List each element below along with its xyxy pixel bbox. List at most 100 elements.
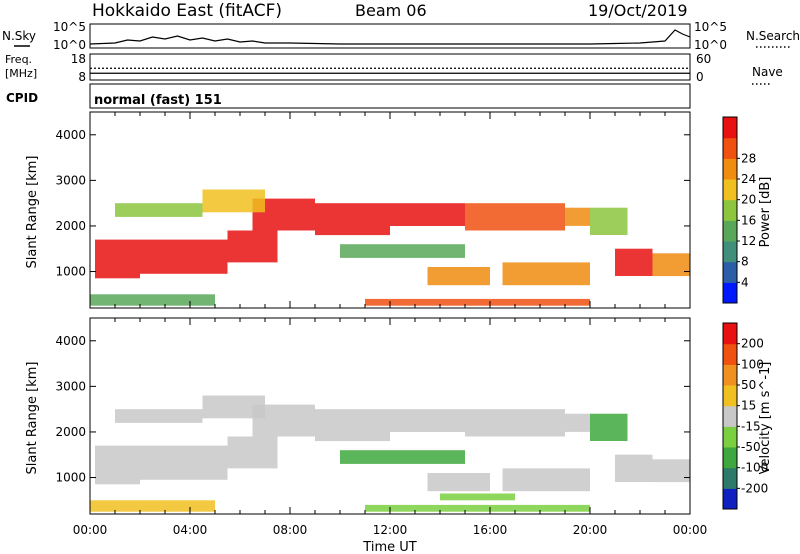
colorbar-segment	[723, 179, 737, 201]
heatmap-band	[427, 267, 490, 286]
colorbar-tick-label: -50	[741, 440, 761, 454]
noise-right-tick-top: 10^5	[694, 20, 727, 34]
heatmap-band	[502, 262, 590, 286]
colorbar-segment	[723, 137, 737, 159]
x-tick-label: 00:00	[673, 523, 708, 537]
colorbar-tick-label: 16	[741, 213, 756, 227]
freq-tick-bottom: 8	[78, 70, 86, 84]
colorbar-segment	[723, 199, 737, 221]
heatmap-band	[115, 409, 203, 423]
power-y-axis: 1000 2000 3000 4000	[55, 128, 690, 279]
colorbar-segment	[723, 323, 737, 345]
power-y-axis-label: Slant Range [km]	[25, 156, 40, 269]
velocity-colorbar: 200 100 50 15 -15 -50 -100 -200	[722, 322, 768, 510]
colorbar-segment	[723, 158, 737, 180]
y-tick-label: 2000	[55, 219, 86, 233]
colorbar-segment	[723, 405, 737, 427]
colorbar-tick-label: -15	[741, 419, 761, 433]
heatmap-band	[565, 207, 590, 226]
heatmap-band	[95, 445, 140, 485]
beam-label: Beam 06	[355, 1, 427, 20]
heatmap-band	[465, 203, 565, 231]
colorbar-segment	[723, 488, 737, 510]
heatmap-band	[340, 244, 465, 258]
colorbar-segment	[723, 364, 737, 386]
heatmap-band	[202, 395, 265, 419]
velocity-y-axis-label: Slant Range [km]	[25, 362, 40, 475]
freq-label: Freq.	[5, 53, 32, 66]
date-label: 19/Oct/2019	[588, 1, 688, 20]
colorbar-tick-label: -100	[741, 461, 768, 475]
colorbar-frame	[722, 322, 738, 510]
power-heatmap-cells	[90, 189, 690, 306]
colorbar-tick-label: 12	[741, 234, 756, 248]
colorbar-segment	[723, 241, 737, 263]
y-tick-label: 1000	[55, 265, 86, 279]
x-tick-label: 04:00	[173, 523, 208, 537]
cpid-panel-frame	[89, 83, 691, 109]
cpid-mode-text: normal (fast) 151	[94, 93, 222, 108]
heatmap-band	[90, 500, 215, 512]
heatmap-band	[565, 413, 590, 432]
heatmap-band	[202, 189, 265, 213]
noise-left-tick-top: 10^5	[53, 20, 86, 34]
noise-right-tick-bottom: 10^0	[694, 38, 727, 52]
colorbar-tick-label: 200	[741, 337, 764, 351]
cpid-label: CPID	[6, 91, 38, 105]
colorbar-tick-label: -200	[741, 481, 768, 495]
noise-sky-trace	[89, 29, 691, 45]
freq-panel-frame	[89, 53, 691, 81]
power-x-ticks	[89, 112, 691, 308]
freq-tick-top: 18	[71, 52, 86, 66]
heatmap-band	[390, 203, 465, 226]
station-title: Hokkaido East (fitACF)	[92, 1, 282, 21]
heatmap-band	[227, 230, 278, 263]
heatmap-band	[140, 445, 228, 480]
power-colorbar-label: Power [dB]	[758, 177, 773, 248]
heatmap-band	[590, 413, 628, 441]
colorbar-tick-label: 15	[741, 399, 756, 413]
heatmap-band	[115, 203, 203, 217]
heatmap-band	[465, 409, 565, 437]
time-axis-label: Time UT	[362, 540, 416, 554]
x-tick-label: 08:00	[273, 523, 308, 537]
colorbar-segment	[723, 261, 737, 283]
y-tick-label: 4000	[55, 334, 86, 348]
heatmap-band	[590, 207, 628, 235]
heatmap-band	[615, 248, 653, 276]
velocity-heatmap-cells	[90, 395, 690, 512]
colorbar-tick-label: 8	[741, 255, 749, 269]
heatmap-band	[315, 203, 390, 236]
colorbar-segment	[723, 117, 737, 139]
heatmap-band	[315, 409, 390, 442]
heatmap-band	[227, 436, 278, 469]
colorbar-segment	[723, 385, 737, 407]
freq-unit-label: [MHz]	[5, 67, 37, 80]
y-tick-label: 1000	[55, 471, 86, 485]
heatmap-band	[390, 409, 465, 432]
heatmap-band	[427, 473, 490, 492]
heatmap-band	[652, 253, 690, 277]
colorbar-segment	[723, 220, 737, 242]
x-tick-label: 00:00	[73, 523, 108, 537]
colorbar-segment	[723, 426, 737, 448]
heatmap-band	[502, 468, 590, 492]
nave-tick-bottom: 0	[696, 70, 704, 84]
heatmap-band	[365, 504, 590, 512]
colorbar-tick-label: 20	[741, 193, 756, 207]
colorbar-frame	[722, 116, 738, 304]
nave-tick-top: 60	[696, 52, 711, 66]
noise-left-tick-bottom: 10^0	[53, 38, 86, 52]
colorbar-segment	[723, 467, 737, 489]
y-tick-label: 3000	[55, 379, 86, 393]
colorbar-segment	[723, 447, 737, 469]
x-tick-label: 12:00	[373, 523, 408, 537]
colorbar-tick-label: 50	[741, 378, 756, 392]
heatmap-band	[95, 239, 140, 279]
heatmap-band	[365, 298, 590, 306]
heatmap-band	[140, 239, 228, 274]
velocity-colorbar-label: Velocity [m s^-1]	[758, 362, 773, 475]
colorbar-tick-label: 4	[741, 275, 749, 289]
